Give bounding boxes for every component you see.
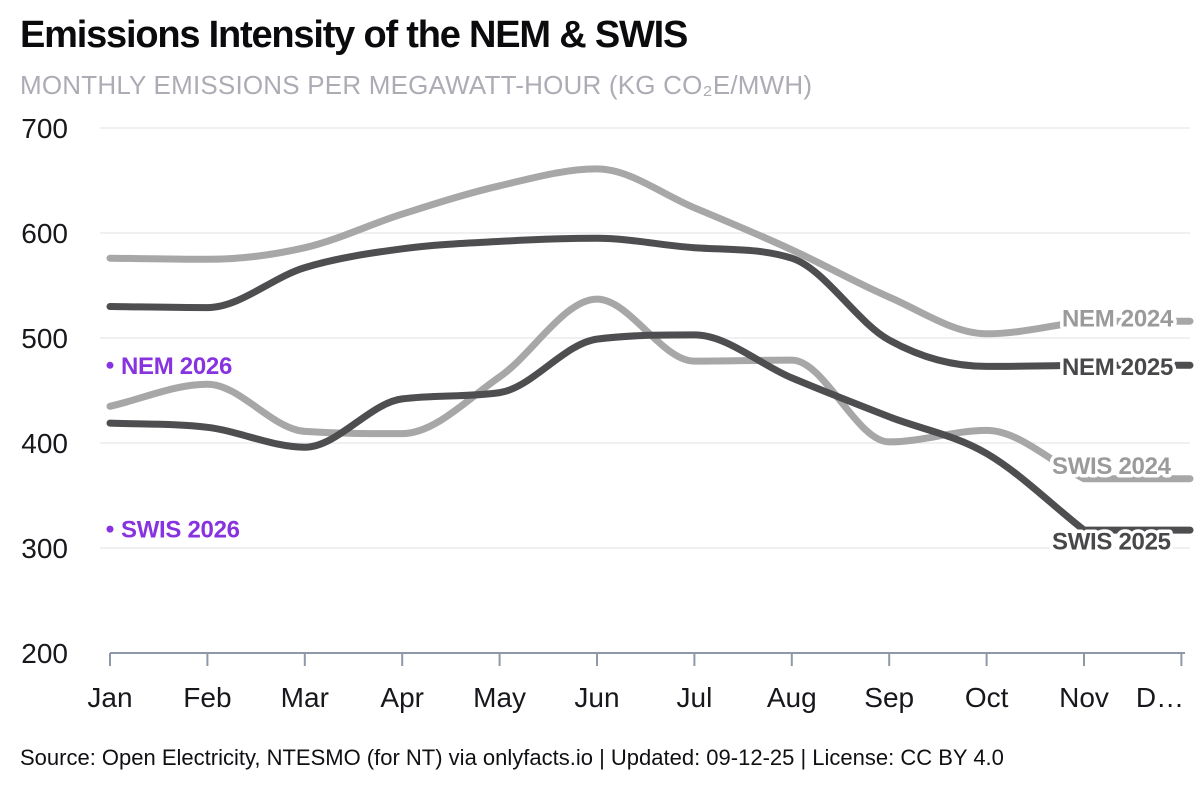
series-label-nem-2025: NEM 2025 <box>1062 354 1173 381</box>
x-axis-label-oct: Oct <box>965 682 1009 713</box>
series-label-nem-2024: NEM 2024 <box>1062 306 1174 333</box>
series-label-nem-2026: NEM 2026 <box>121 353 232 380</box>
y-axis-label-400: 400 <box>21 428 68 459</box>
x-axis-label-mar: Mar <box>281 682 329 713</box>
y-axis-label-300: 300 <box>21 533 68 564</box>
y-axis-label-700: 700 <box>21 113 68 144</box>
x-axis-label-jun: Jun <box>574 682 619 713</box>
series-label-swis-2025: SWIS 2025 <box>1052 529 1171 556</box>
series-label-swis-2024: SWIS 2024 <box>1052 453 1172 480</box>
nem-2026-marker <box>106 361 114 369</box>
series-line-swis-2024 <box>106 295 1194 483</box>
x-axis-label-sep: Sep <box>864 682 914 713</box>
x-axis-label-aug: Aug <box>767 682 817 713</box>
x-axis-label-may: May <box>473 682 526 713</box>
x-axis-label-apr: Apr <box>380 682 424 713</box>
x-axis-label-jan: Jan <box>87 682 132 713</box>
y-axis-label-500: 500 <box>21 323 68 354</box>
x-axis-label-jul: Jul <box>677 682 713 713</box>
series-line-swis-2025 <box>106 331 1194 534</box>
y-axis-label-200: 200 <box>21 638 68 669</box>
chart-title: Emissions Intensity of the NEM & SWIS <box>20 14 688 56</box>
swis-2026-marker <box>106 525 114 533</box>
x-axis-label-feb: Feb <box>183 682 231 713</box>
source-attribution: Source: Open Electricity, NTESMO (for NT… <box>20 745 1004 770</box>
emissions-line-chart: 200 300 400 500 600 700 Jan Feb Mar Apr May Jun Jul A… <box>21 113 1194 713</box>
chart-subtitle: MONTHLY EMISSIONS PER MEGAWATT-HOUR (KG … <box>20 70 813 100</box>
x-axis-label-nov: Nov <box>1059 682 1109 713</box>
y-axis-label-600: 600 <box>21 218 68 249</box>
x-axis-label-d: D… <box>1136 682 1184 713</box>
series-line-nem-2024 <box>106 165 1194 338</box>
series-label-swis-2026: SWIS 2026 <box>121 517 240 544</box>
series-line-nem-2025 <box>106 234 1194 370</box>
